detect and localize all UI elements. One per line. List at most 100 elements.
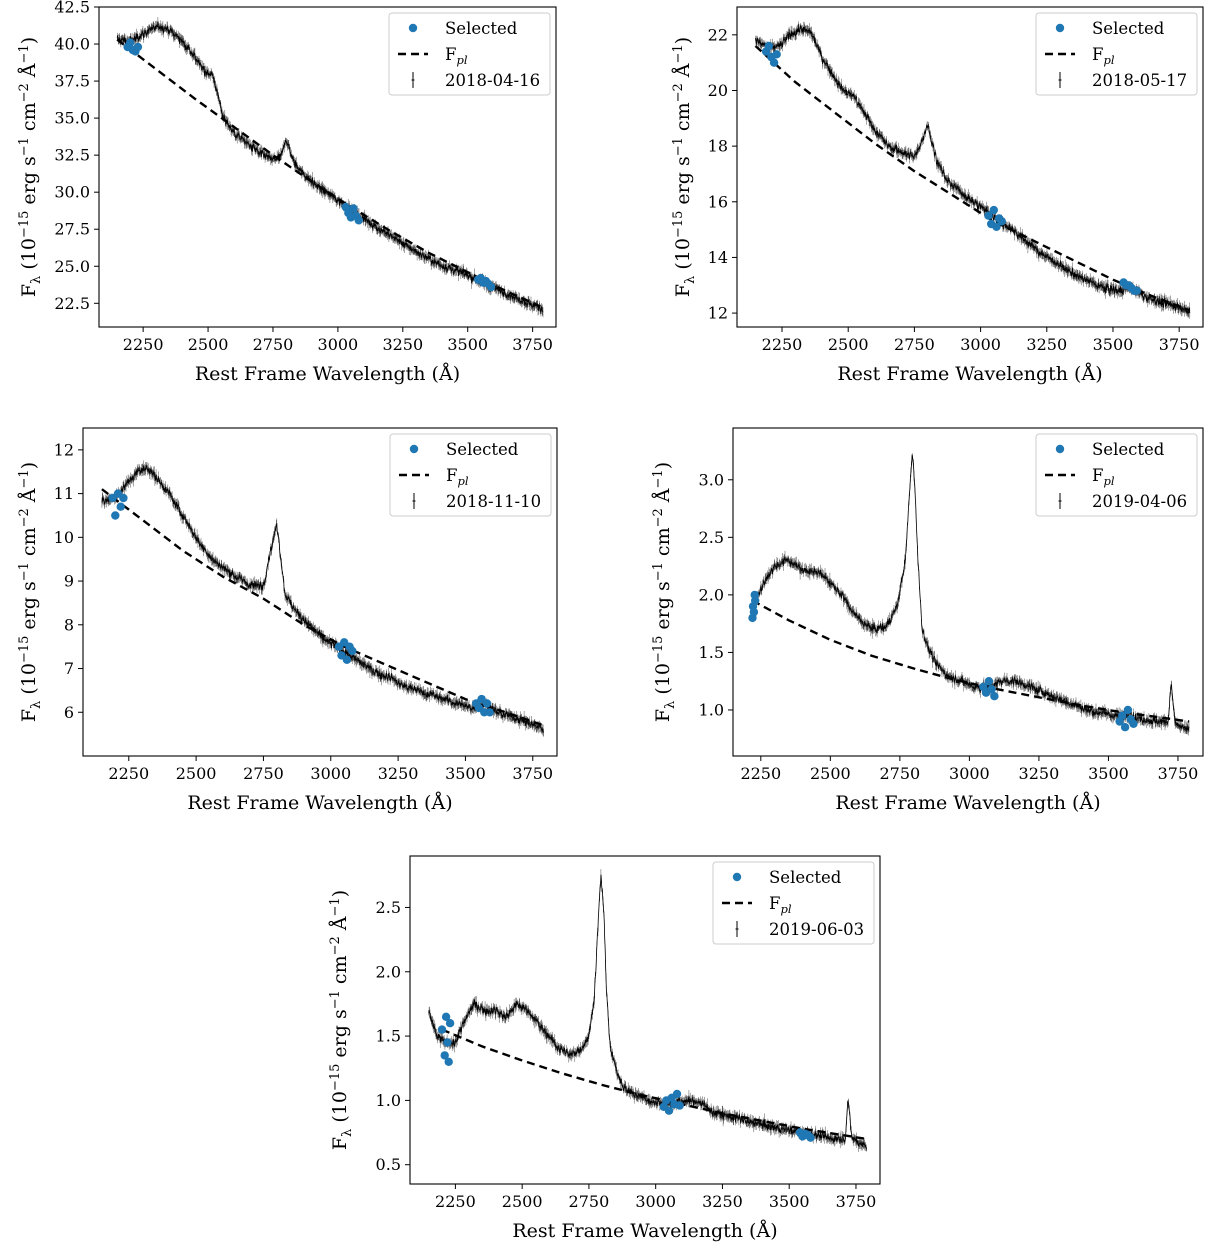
x-tick-label: 3750 (1159, 335, 1200, 354)
y-tick-label: 25.0 (54, 257, 90, 276)
y-tick-label: 12 (708, 304, 728, 323)
x-tick-label: 3750 (512, 335, 553, 354)
x-tick-label: 3750 (1158, 764, 1199, 783)
y-tick-label: 6 (64, 703, 74, 722)
y-tick-label: 2.0 (699, 585, 724, 604)
selected-point (1132, 286, 1142, 295)
selected-point (437, 1025, 447, 1034)
selected-point (354, 216, 363, 225)
x-tick-label: 2250 (123, 335, 164, 354)
x-tick-label: 2500 (810, 764, 851, 783)
spectrum-line (428, 874, 867, 1150)
plot-content (116, 17, 544, 318)
selected-point (444, 1057, 453, 1067)
y-tick-label: 12 (54, 440, 74, 459)
x-tick-label: 2250 (762, 335, 803, 354)
x-tick-label: 3250 (382, 335, 423, 354)
selected-point (443, 1038, 452, 1047)
selected-point (348, 646, 357, 656)
plot-content (101, 460, 544, 737)
power-law-fit-line (101, 488, 544, 727)
power-law-fit-line (116, 38, 544, 309)
y-tick-label: 20 (708, 81, 728, 100)
y-tick-label: 40.0 (54, 35, 90, 54)
y-axis-label: Fλ (10−15 erg s−1 cm−2 Å−1) (651, 462, 678, 722)
selected-point (486, 282, 496, 292)
selected-point (990, 692, 999, 701)
y-tick-label: 7 (64, 659, 74, 678)
x-tick-label: 3500 (447, 335, 488, 354)
x-tick-label: 3750 (836, 1192, 877, 1211)
y-tick-label: 42.5 (54, 0, 90, 17)
selected-point (764, 41, 773, 51)
legend: Selected Fpl 2019-04-06 (1035, 433, 1198, 517)
legend-label-selected: Selected (1092, 440, 1165, 459)
selected-point (342, 655, 352, 664)
legend-label-selected: Selected (446, 440, 519, 459)
y-tick-label: 37.5 (54, 72, 90, 91)
y-tick-label: 30.0 (54, 183, 90, 202)
legend-label-epoch: 2018-11-10 (446, 492, 541, 511)
selected-point (806, 1133, 815, 1142)
selected-point (1120, 723, 1130, 732)
axes-frame (98, 6, 557, 328)
y-tick-label: 0.5 (376, 1155, 401, 1174)
legend-label-fit: Fpl (446, 466, 469, 488)
plot-content (754, 21, 1191, 319)
x-tick-label: 2750 (253, 335, 294, 354)
x-tick-label: 3500 (1093, 335, 1134, 354)
y-tick-label: 1.0 (699, 700, 724, 719)
legend-label-epoch: 2019-06-03 (769, 920, 864, 939)
x-tick-label: 3250 (702, 1192, 743, 1211)
selected-point (133, 42, 143, 52)
legend-label-epoch: 2019-04-06 (1092, 492, 1187, 511)
x-tick-label: 3500 (1088, 764, 1129, 783)
legend: Selected Fpl 2019-06-03 (712, 861, 875, 945)
x-tick-label: 2750 (569, 1192, 610, 1211)
selected-point (119, 493, 128, 503)
x-tick-label: 3000 (960, 335, 1001, 354)
legend-marker-selected (1055, 23, 1065, 33)
x-tick-label: 3000 (310, 764, 351, 783)
selected-point (1118, 711, 1127, 720)
selected-point (664, 1106, 674, 1115)
x-tick-label: 2500 (828, 335, 869, 354)
y-tick-label: 2.0 (376, 962, 401, 981)
legend-label-fit: Fpl (1092, 466, 1115, 488)
legend-label-fit: Fpl (445, 45, 468, 67)
selected-point (1123, 705, 1133, 715)
legend-marker-selected (732, 872, 742, 882)
legend-label-fit: Fpl (769, 894, 792, 916)
legend-label-selected: Selected (445, 19, 518, 38)
legend-frame (388, 12, 551, 96)
selected-point (749, 607, 759, 617)
selected-point (1129, 719, 1138, 728)
selected-point (485, 708, 494, 717)
y-tick-label: 2.5 (699, 528, 724, 547)
selected-point (675, 1101, 684, 1110)
y-tick-label: 1.5 (376, 1027, 401, 1046)
legend-label-epoch: 2018-04-16 (445, 71, 540, 90)
y-tick-label: 18 (708, 137, 728, 156)
y-tick-label: 16 (708, 192, 728, 211)
y-axis-label: Fλ (10−15 erg s−1 cm−2 Å−1) (671, 37, 698, 297)
legend-label-epoch: 2018-05-17 (1092, 71, 1187, 90)
x-tick-label: 2500 (176, 764, 217, 783)
legend: Selected Fpl 2018-11-10 (389, 433, 552, 517)
plot-content (428, 869, 867, 1152)
y-tick-label: 14 (708, 248, 728, 267)
x-axis-label: Rest Frame Wavelength (Å) (835, 792, 1100, 814)
axes-frame (409, 855, 881, 1185)
legend-label-selected: Selected (769, 868, 842, 887)
selected-point (992, 222, 1001, 231)
x-tick-label: 2250 (435, 1192, 476, 1211)
chart-panel: 2250 2500 2750 3000 3250 3500 3750 12 14 16 18 20 22… (671, 6, 1204, 385)
legend-label-fit: Fpl (1092, 45, 1115, 67)
selected-point (987, 685, 996, 694)
plot-content (748, 453, 1190, 736)
y-tick-label: 9 (64, 572, 74, 591)
x-tick-label: 2500 (188, 335, 229, 354)
x-tick-label: 3750 (512, 764, 553, 783)
x-tick-label: 2500 (502, 1192, 543, 1211)
